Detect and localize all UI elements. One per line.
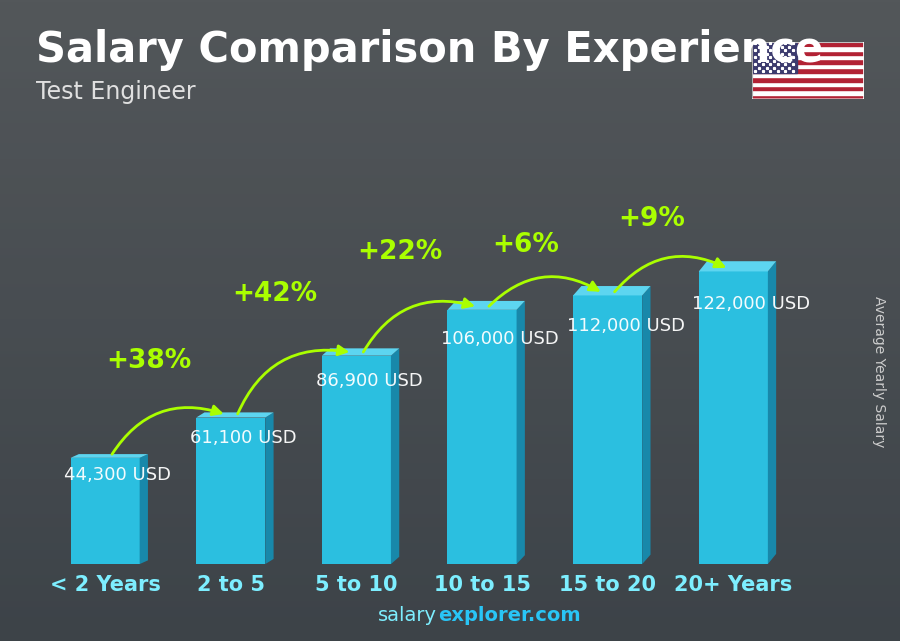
Text: Test Engineer: Test Engineer	[36, 80, 195, 104]
Polygon shape	[643, 286, 651, 564]
Text: +9%: +9%	[618, 206, 685, 232]
Bar	[70, 458, 140, 564]
Text: 112,000 USD: 112,000 USD	[567, 317, 685, 335]
Text: 86,900 USD: 86,900 USD	[316, 372, 422, 390]
Text: 61,100 USD: 61,100 USD	[190, 429, 296, 447]
Bar	[196, 417, 266, 564]
Text: +42%: +42%	[232, 281, 318, 306]
Bar	[752, 95, 864, 99]
Polygon shape	[266, 412, 274, 564]
Text: +22%: +22%	[357, 239, 443, 265]
Bar	[752, 86, 864, 90]
Text: 106,000 USD: 106,000 USD	[441, 330, 559, 348]
Bar	[752, 69, 864, 72]
Polygon shape	[447, 301, 525, 310]
Text: +38%: +38%	[106, 348, 192, 374]
Polygon shape	[573, 286, 651, 296]
Bar	[752, 64, 864, 69]
Bar	[752, 42, 864, 46]
Bar	[752, 55, 864, 60]
Bar	[752, 81, 864, 86]
Text: +6%: +6%	[492, 232, 560, 258]
Text: Salary Comparison By Experience: Salary Comparison By Experience	[36, 29, 824, 71]
Polygon shape	[391, 348, 400, 564]
Polygon shape	[70, 454, 148, 458]
Polygon shape	[698, 262, 776, 271]
Text: salary: salary	[377, 606, 436, 625]
Text: 44,300 USD: 44,300 USD	[64, 466, 171, 485]
Polygon shape	[322, 348, 400, 356]
Polygon shape	[517, 301, 525, 564]
Bar	[698, 271, 768, 564]
Polygon shape	[196, 412, 274, 417]
Bar	[752, 42, 796, 72]
Bar	[752, 90, 864, 95]
Text: Average Yearly Salary: Average Yearly Salary	[872, 296, 886, 447]
Text: explorer.com: explorer.com	[438, 606, 580, 625]
Bar	[752, 60, 864, 64]
Polygon shape	[768, 262, 776, 564]
Bar	[752, 77, 864, 81]
Polygon shape	[140, 454, 148, 564]
Bar	[573, 296, 643, 564]
Bar	[752, 72, 864, 77]
Bar	[752, 51, 864, 55]
Text: 122,000 USD: 122,000 USD	[692, 295, 811, 313]
Bar	[752, 46, 864, 51]
Bar	[447, 310, 517, 564]
Bar	[322, 356, 391, 564]
